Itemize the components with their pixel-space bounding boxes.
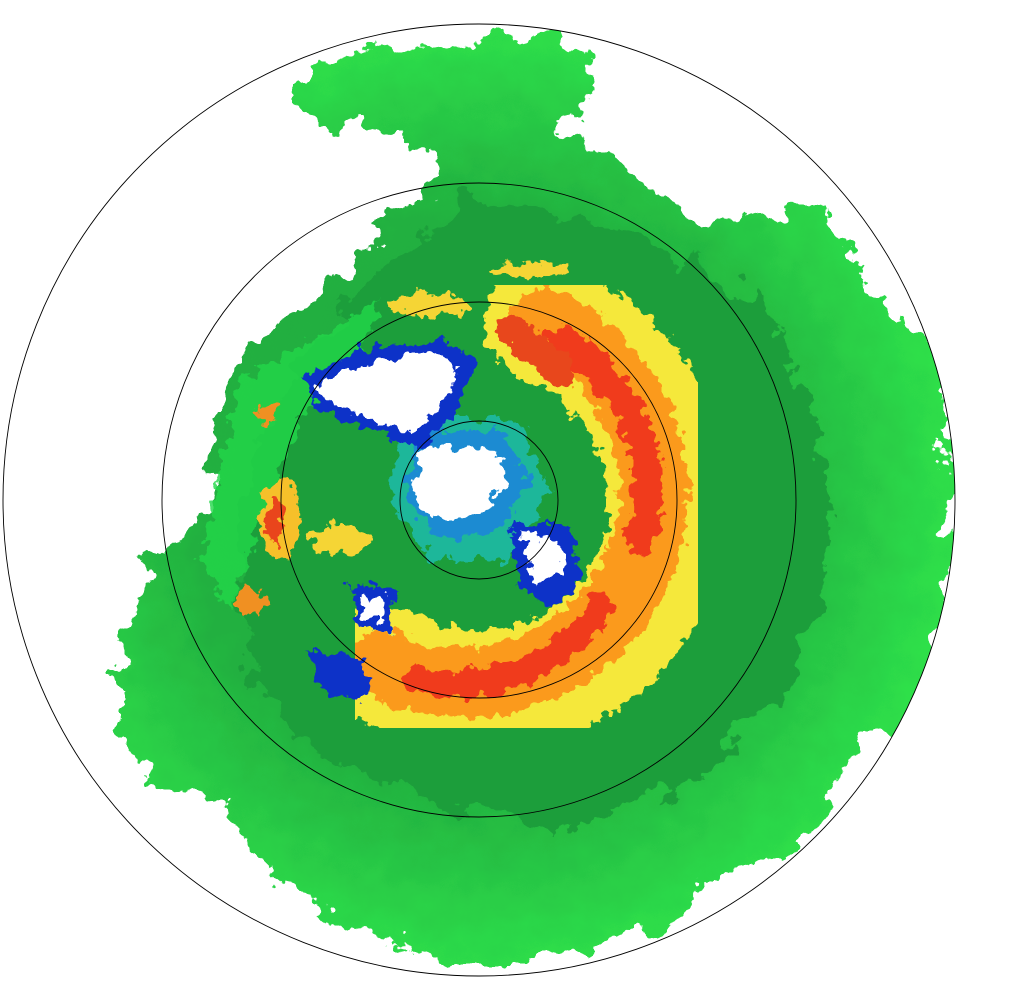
clear-fringe: [310, 650, 370, 700]
echo-intense: [545, 325, 663, 555]
clear-area: [315, 352, 462, 435]
clear-area: [360, 595, 385, 620]
range-ring: [161, 182, 797, 818]
eye: [412, 445, 510, 520]
echo-intense: [406, 596, 614, 698]
echo-intense: [495, 315, 575, 385]
clear-area: [520, 535, 565, 585]
cells: [236, 262, 570, 614]
range-ring: [399, 420, 559, 580]
clear-sector: [620, 24, 780, 210]
range-ring: [2, 23, 956, 977]
range-rings: [2, 23, 956, 977]
range-ring: [280, 301, 678, 699]
